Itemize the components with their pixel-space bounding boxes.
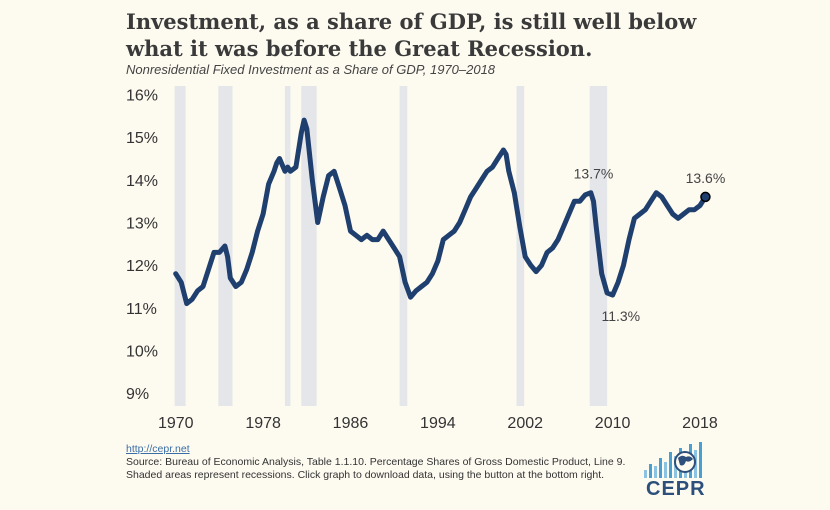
y-tick-label: 9% [126,386,149,403]
y-tick-label: 13% [126,216,158,233]
x-tick-label: 1986 [333,415,369,432]
y-tick-label: 16% [126,88,158,105]
series-layer [173,117,708,307]
annotation-label: 11.3% [601,308,640,324]
footer: http://cepr.net Source: Bureau of Econom… [126,443,646,482]
y-tick-label: 12% [126,258,158,275]
x-tick-label: 2002 [507,415,543,432]
chart-title-line-2: what it was before the Great Recession. [126,36,593,61]
chart-title-line-1: Investment, as a share of GDP, is still … [126,9,697,34]
cepr-logo-icon[interactable] [640,436,710,500]
recession-band-0 [174,86,186,406]
annotation-label: 13.6% [686,170,726,186]
recession-band-2 [284,86,291,406]
x-tick-label: 1970 [158,415,194,432]
y-axis: 9% 10% 11% 12% 13% 14% 15% 16% [126,88,158,404]
x-tick-label: 2010 [595,415,631,432]
y-tick-label: 14% [126,173,158,190]
chart-subtitle: Nonresidential Fixed Investment as a Sha… [126,62,496,77]
annotations: 13.7% 11.3% 13.6% [574,166,726,324]
last-value-marker [700,191,711,203]
x-tick-label: 2018 [682,415,718,432]
y-tick-label: 11% [126,301,157,318]
y-tick-label: 10% [126,344,158,361]
chart-title: Investment, as a share of GDP, is still … [126,8,806,62]
source-note: Source: Bureau of Economic Analysis, Tab… [126,456,626,481]
series-line [173,117,708,307]
annotation-label: 13.7% [574,166,614,182]
recession-band-4 [399,86,408,406]
recession-band-5 [516,86,525,406]
x-axis: 1970 1978 1986 1994 2002 2010 2018 [158,415,718,432]
y-tick-label: 15% [126,130,158,147]
line-chart[interactable]: 9% 10% 11% 12% 13% 14% 15% 16% 1970 1978 1986 1994… [0,0,830,440]
x-tick-label: 1978 [245,415,281,432]
x-tick-label: 1994 [420,415,456,432]
source-link[interactable]: http://cepr.net [126,443,190,455]
logo-text: CEPR [646,478,706,500]
